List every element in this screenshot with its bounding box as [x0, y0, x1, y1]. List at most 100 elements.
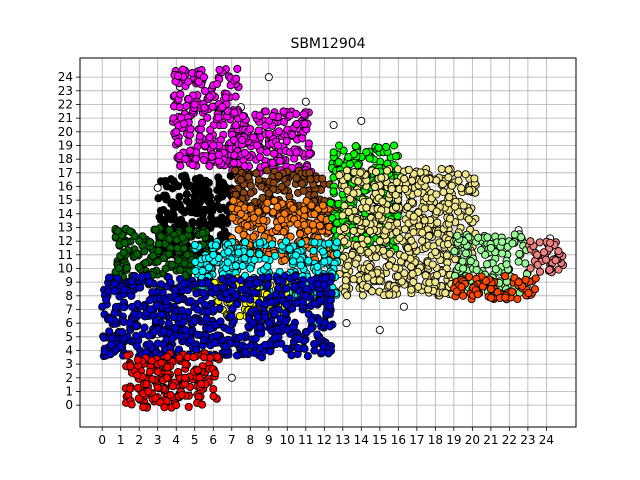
- x-tick-label: 18: [428, 433, 443, 447]
- x-tick-label: 4: [172, 433, 180, 447]
- x-tick-label: 20: [465, 433, 480, 447]
- cluster-14-point: [193, 366, 202, 375]
- cluster-5-point: [365, 154, 374, 163]
- cluster-6-point: [358, 291, 367, 300]
- outlier-point: [301, 97, 310, 106]
- cluster-6-point: [409, 228, 418, 237]
- cluster-0-point: [200, 103, 209, 112]
- cluster-13-point: [156, 280, 166, 289]
- cluster-1-point: [254, 126, 263, 135]
- cluster-1-point: [274, 127, 283, 136]
- cluster-0-point: [205, 133, 214, 142]
- cluster-6-point: [385, 290, 394, 299]
- cluster-9-point: [546, 238, 555, 247]
- cluster-13-point: [102, 295, 111, 304]
- cluster-0-point: [184, 137, 193, 146]
- cluster-13-point: [307, 324, 316, 333]
- cluster-13-point: [246, 295, 255, 304]
- cluster-6-point: [385, 261, 394, 270]
- y-tick-label: 8: [65, 289, 73, 303]
- cluster-13-point: [294, 334, 303, 344]
- cluster-7-point: [459, 264, 468, 273]
- cluster-6-point: [370, 182, 379, 191]
- cluster-10-point: [178, 233, 187, 242]
- cluster-13-point: [306, 276, 316, 285]
- cluster-1-point: [265, 129, 274, 138]
- cluster-10-point: [132, 249, 142, 259]
- cluster-4-point: [286, 232, 295, 241]
- cluster-6-point: [403, 243, 413, 253]
- cluster-14-point: [181, 360, 190, 369]
- cluster-13-point: [322, 309, 331, 318]
- cluster-14-point: [125, 384, 135, 393]
- cluster-6-point: [444, 173, 453, 182]
- cluster-13-point: [205, 324, 215, 333]
- cluster-9-point: [526, 264, 535, 273]
- y-tick-label: 7: [65, 302, 73, 316]
- cluster-9-point: [541, 255, 551, 264]
- cluster-14-point: [209, 385, 218, 394]
- cluster-6-point: [407, 236, 416, 245]
- x-tick-label: 15: [372, 433, 387, 447]
- cluster-13-point: [193, 305, 202, 314]
- cluster-6-point: [432, 207, 441, 216]
- y-tick-label: 2: [65, 371, 73, 385]
- cluster-1-point: [292, 119, 301, 129]
- cluster-0-point: [203, 113, 212, 122]
- cluster-4-point: [254, 207, 263, 216]
- cluster-11-point: [332, 238, 341, 247]
- cluster-13-point: [248, 318, 257, 327]
- cluster-13-point: [326, 296, 335, 305]
- cluster-13-point: [310, 299, 320, 308]
- cluster-6-point: [428, 260, 437, 269]
- cluster-13-point: [173, 295, 182, 304]
- cluster-0-point: [232, 74, 241, 83]
- cluster-0-point: [190, 100, 199, 109]
- cluster-13-point: [180, 279, 189, 288]
- cluster-6-point: [371, 253, 381, 262]
- cluster-13-point: [282, 344, 291, 353]
- cluster-6-point: [342, 291, 352, 300]
- cluster-13-point: [153, 339, 162, 348]
- cluster-13-point: [252, 278, 261, 287]
- cluster-0-point: [184, 77, 193, 86]
- cluster-14-point: [184, 402, 193, 411]
- cluster-6-point: [413, 188, 422, 197]
- cluster-0-point: [208, 102, 217, 111]
- cluster-13-point: [162, 297, 171, 306]
- x-tick-label: 11: [298, 433, 313, 447]
- cluster-9-point: [533, 260, 542, 269]
- y-tick-label: 21: [58, 111, 73, 125]
- cluster-1-point: [249, 133, 258, 142]
- cluster-6-point: [432, 271, 442, 280]
- cluster-13-point: [104, 273, 114, 282]
- cluster-0-point: [176, 90, 185, 99]
- y-tick-label: 4: [65, 343, 73, 357]
- cluster-13-point: [266, 298, 275, 307]
- cluster-13-point: [132, 331, 141, 340]
- cluster-1-point: [255, 111, 264, 120]
- chart-title: SBM12904: [290, 36, 365, 52]
- cluster-6-point: [444, 165, 453, 174]
- cluster-6-point: [464, 215, 473, 224]
- cluster-14-point: [153, 383, 162, 392]
- cluster-11-point: [313, 262, 322, 271]
- cluster-4-point: [280, 256, 289, 265]
- outlier-point: [264, 73, 273, 82]
- y-tick-label: 24: [58, 70, 73, 84]
- cluster-0-point: [214, 113, 223, 122]
- cluster-0-point: [186, 146, 195, 155]
- y-tick-label: 16: [58, 179, 73, 193]
- cluster-1-point: [261, 107, 270, 116]
- cluster-1-point: [279, 107, 288, 116]
- cluster-4-point: [234, 225, 243, 234]
- cluster-1-point: [298, 134, 307, 143]
- cluster-13-point: [283, 325, 292, 334]
- cluster-0-point: [173, 137, 182, 146]
- cluster-0-point: [200, 86, 210, 96]
- y-tick-label: 6: [65, 316, 73, 330]
- x-tick-label: 5: [191, 433, 199, 447]
- x-tick-label: 22: [502, 433, 517, 447]
- cluster-5-point: [326, 198, 335, 207]
- cluster-13-point: [202, 314, 211, 323]
